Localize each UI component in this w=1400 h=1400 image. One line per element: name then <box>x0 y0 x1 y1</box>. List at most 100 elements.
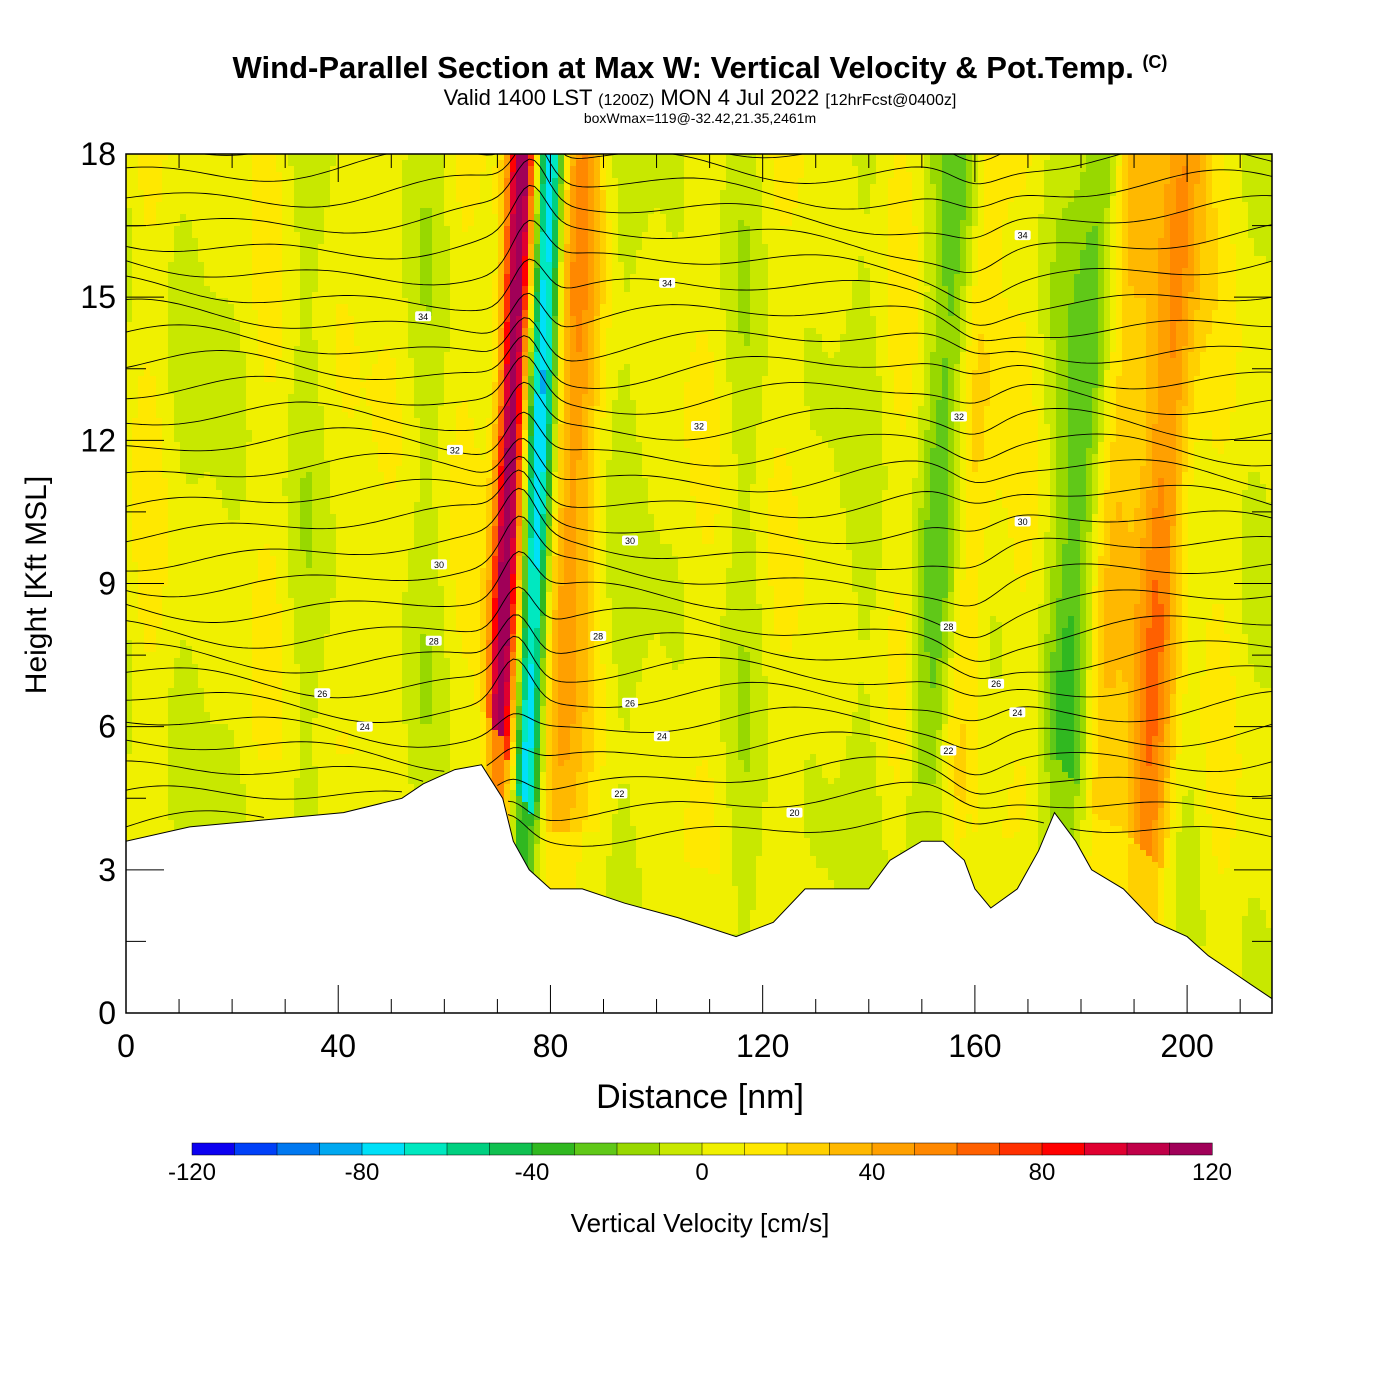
colorbar-swatch <box>191 1142 236 1156</box>
x-tick-label: 80 <box>533 1028 569 1064</box>
colorbar-swatch <box>361 1142 406 1156</box>
theta-contour-line <box>126 438 1272 493</box>
theta-contour-line <box>126 756 1272 797</box>
colorbar-swatch <box>744 1142 788 1156</box>
theta-contour-line <box>126 487 1272 572</box>
contour-label-bg <box>653 731 670 742</box>
colorbar-swatch <box>574 1142 618 1156</box>
colorbar-swatch <box>234 1142 278 1156</box>
y-axis: 0 3 6 9 12 15 18 <box>80 136 1272 1031</box>
theta-contour-line <box>126 658 1272 723</box>
theta-contour-line <box>126 355 1272 415</box>
contour-label-bg <box>590 630 607 641</box>
colorbar-swatch <box>999 1142 1043 1156</box>
contour-label-bg <box>940 745 957 756</box>
contour-label-bg <box>446 444 463 455</box>
colorbar-tick-label: 80 <box>1029 1159 1056 1186</box>
theta-contour-line <box>126 317 1272 364</box>
terrain-mask <box>125 764 1273 1014</box>
theta-contour-line <box>126 158 1272 239</box>
colorbar-swatch <box>914 1142 958 1156</box>
theta-contour-line <box>126 33 1272 107</box>
contour-label-bg <box>1014 230 1031 241</box>
colorbar-swatch <box>276 1142 321 1156</box>
theta-contour-line <box>199 154 1002 162</box>
theta-contour-line <box>126 731 1272 776</box>
contour-label: 28 <box>943 622 953 632</box>
colorbar-swatch <box>1084 1142 1128 1156</box>
colorbar-swatch <box>701 1142 746 1156</box>
contour-label-bg <box>622 535 639 546</box>
y-tick-label: 12 <box>80 422 116 458</box>
contour-label: 22 <box>614 789 624 799</box>
contour-label-bg <box>988 678 1005 689</box>
copyright-mark: (C) <box>1142 52 1167 72</box>
theta-contour-line <box>126 335 1272 390</box>
colorbar-swatch <box>489 1142 533 1156</box>
theta-contour-line <box>126 411 1272 467</box>
x-tick-label: 0 <box>117 1028 135 1064</box>
contour-label-bg <box>356 721 373 732</box>
x-tick-label: 160 <box>948 1028 1001 1064</box>
colorbar-tick-label: 40 <box>859 1159 886 1186</box>
theta-contour-line <box>126 154 1272 210</box>
valid-time: Valid 1400 LST <box>444 85 592 110</box>
colorbar-swatch <box>956 1142 1001 1156</box>
x-axis: 0 40 80 120 160 200 <box>117 154 1241 1064</box>
contour-label-bg <box>314 688 331 699</box>
theta-contour-line <box>126 810 1272 847</box>
colorbar-swatch <box>404 1142 448 1156</box>
contour-label: 32 <box>954 412 964 422</box>
theta-contours <box>126 33 1272 847</box>
contour-label-bg <box>611 788 628 799</box>
colorbar-swatch <box>1169 1142 1213 1156</box>
contour-label-bg <box>1009 707 1026 718</box>
colorbar-swatch <box>531 1142 576 1156</box>
colorbar-tick-label: -120 <box>168 1159 216 1186</box>
y-tick-label: 3 <box>98 852 116 888</box>
colorbar: -120 -80 -40 0 40 80 120 <box>168 1142 1232 1186</box>
y-tick-label: 18 <box>80 136 116 172</box>
theta-contour-line <box>126 781 1272 822</box>
colorbar-tick-label: -40 <box>515 1159 550 1186</box>
theta-contour-line <box>126 614 1272 679</box>
colorbar-swatch <box>616 1142 661 1156</box>
contour-label: 28 <box>593 631 603 641</box>
contour-label-bg <box>431 559 448 570</box>
colorbar-swatch <box>786 1142 831 1156</box>
theta-contour-line <box>126 184 1272 274</box>
contour-labels: 34 34 34 32 32 32 30 30 30 28 28 28 26 26 26 24 24 24 22 22… <box>314 230 1031 818</box>
chart-subtitle: Valid 1400 LST (1200Z) MON 4 Jul 2022 [1… <box>0 86 1400 113</box>
contour-label: 24 <box>360 722 370 732</box>
contour-label: 20 <box>789 808 799 818</box>
contour-label-bg <box>622 697 639 708</box>
contour-label: 34 <box>662 278 672 288</box>
theta-contour-line <box>126 292 1272 342</box>
colorbar-tick-label: 0 <box>695 1159 708 1186</box>
y-axis-label: Height [Kft MSL] <box>20 476 53 694</box>
colorbar-swatch <box>871 1142 916 1156</box>
contour-label-bg <box>786 807 803 818</box>
y-tick-label: 9 <box>98 566 116 602</box>
contour-label: 30 <box>625 536 635 546</box>
theta-contour-line <box>126 706 1272 750</box>
colorbar-tick-label: 120 <box>1192 1159 1232 1186</box>
contour-label-bg <box>659 277 676 288</box>
y-tick-label: 15 <box>80 279 116 315</box>
contour-label: 26 <box>991 679 1001 689</box>
valid-date: MON 4 Jul 2022 <box>660 85 819 110</box>
contour-label-bg <box>415 311 432 322</box>
x-tick-label: 120 <box>736 1028 789 1064</box>
chart-title: Wind-Parallel Section at Max W: Vertical… <box>0 50 1400 86</box>
contour-label: 30 <box>434 560 444 570</box>
contour-label: 24 <box>657 732 667 742</box>
theta-contour-line <box>126 515 1272 607</box>
contour-label: 22 <box>943 746 953 756</box>
x-tick-label: 200 <box>1160 1028 1213 1064</box>
theta-contour-line <box>126 455 1272 519</box>
theta-contour-line <box>126 258 1272 326</box>
theta-contour-line <box>126 381 1272 441</box>
theta-contour-line <box>126 469 1272 545</box>
contour-label-bg <box>691 421 707 432</box>
